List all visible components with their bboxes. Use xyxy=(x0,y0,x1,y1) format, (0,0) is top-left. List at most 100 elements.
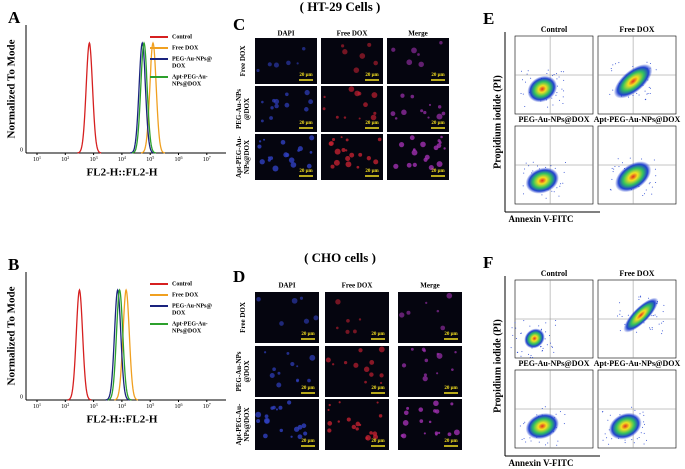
event-dot xyxy=(523,438,525,440)
cell-spot xyxy=(327,421,333,426)
cell-spot xyxy=(391,47,396,52)
event-dot xyxy=(530,440,532,442)
event-dot xyxy=(649,62,651,64)
tick-base: 10 xyxy=(203,157,209,163)
cell-spot xyxy=(345,329,350,334)
cell-spot xyxy=(436,352,443,359)
row-label: Apt-PEG-Au-NPs@DOX xyxy=(235,136,251,178)
cell-spot xyxy=(373,111,377,115)
event-dot xyxy=(638,296,640,298)
cell-spot xyxy=(272,405,276,410)
cell-spot xyxy=(393,163,399,169)
cell-spot xyxy=(269,156,274,160)
cell-spot xyxy=(263,138,266,141)
plot-title: Free DOX xyxy=(619,269,654,278)
cell-spot xyxy=(325,357,331,363)
cell-spot xyxy=(297,434,303,440)
scale-bar-label: 20 μm xyxy=(431,169,445,174)
event-dot xyxy=(619,330,621,332)
cell-spot xyxy=(255,411,262,418)
column-header: DAPI xyxy=(278,282,295,290)
event-dot xyxy=(658,323,660,325)
event-dot xyxy=(612,64,614,66)
event-dot xyxy=(644,90,646,92)
event-dot xyxy=(528,165,530,167)
event-dot xyxy=(538,441,540,443)
plot-title: Free DOX xyxy=(619,25,654,34)
x-tick-label: 107 xyxy=(203,402,211,410)
cell-spot xyxy=(259,159,265,165)
event-dot xyxy=(617,158,619,160)
cell-spot xyxy=(406,59,413,66)
event-dot xyxy=(612,171,614,173)
cell-spot xyxy=(273,62,279,68)
row-label: Free DOX xyxy=(239,302,247,333)
event-dot xyxy=(526,73,528,75)
tick-base: 10 xyxy=(118,404,124,410)
cell-spot xyxy=(427,116,430,119)
row-label-line: PEG-Au-NPs xyxy=(235,89,243,129)
event-dot xyxy=(661,322,663,324)
cell-spot xyxy=(328,141,334,146)
cell-spot xyxy=(309,135,315,141)
event-dot xyxy=(631,406,633,408)
event-dot xyxy=(641,158,643,160)
section-title: ( HT-29 Cells ) xyxy=(300,0,381,14)
cell-spot xyxy=(433,409,437,413)
cell-spot xyxy=(451,368,454,372)
event-dot xyxy=(515,338,517,340)
scale-bar-label: 20 μm xyxy=(431,73,445,78)
cell-spot xyxy=(366,156,371,161)
event-dot xyxy=(661,330,663,332)
event-dot xyxy=(556,73,558,75)
event-dot xyxy=(523,320,525,322)
event-dot xyxy=(651,326,653,328)
cell-spot xyxy=(419,419,424,423)
event-dot xyxy=(615,63,617,65)
cell-spot xyxy=(332,137,336,142)
event-dot xyxy=(545,444,547,446)
histogram-curve xyxy=(130,41,155,154)
event-dot xyxy=(648,86,650,88)
x-tick-label: 105 xyxy=(146,155,154,163)
cell-spot xyxy=(256,297,261,302)
event-dot xyxy=(631,439,633,441)
event-dot xyxy=(649,87,651,89)
scale-bar-label: 20 μm xyxy=(299,121,313,126)
micrograph xyxy=(387,86,449,132)
cell-spot xyxy=(433,145,439,151)
cell-spot xyxy=(406,406,410,410)
tick-exponent: 3 xyxy=(96,402,98,407)
event-dot xyxy=(552,104,554,106)
event-dot xyxy=(522,79,524,81)
event-dot xyxy=(612,89,614,91)
event-dot xyxy=(545,197,547,199)
event-dot xyxy=(544,338,546,340)
cell-spot xyxy=(399,312,405,318)
tick-base: 10 xyxy=(146,404,152,410)
cell-spot xyxy=(276,382,282,388)
event-dot xyxy=(550,165,552,167)
event-dot xyxy=(525,81,527,83)
event-dot xyxy=(646,439,648,441)
event-dot xyxy=(610,67,612,69)
event-dot xyxy=(546,72,548,74)
event-dot xyxy=(629,157,631,159)
event-dot xyxy=(563,90,565,92)
cell-spot xyxy=(351,424,357,430)
scale-bar-label: 20 μm xyxy=(431,121,445,126)
event-dot xyxy=(555,94,557,96)
event-dot xyxy=(542,347,544,349)
cell-spot xyxy=(403,410,409,416)
event-dot xyxy=(532,161,534,163)
tick-base: 10 xyxy=(61,157,67,163)
column-header: Merge xyxy=(420,282,439,290)
event-dot xyxy=(607,419,609,421)
event-dot xyxy=(532,170,534,172)
legend-label: PEG-Au-NPs@ xyxy=(172,56,212,62)
event-dot xyxy=(511,327,513,329)
event-dot xyxy=(632,95,634,97)
cell-spot xyxy=(355,427,359,431)
scale-bar-label: 20 μm xyxy=(301,439,315,444)
x-tick-label: 102 xyxy=(61,402,69,410)
